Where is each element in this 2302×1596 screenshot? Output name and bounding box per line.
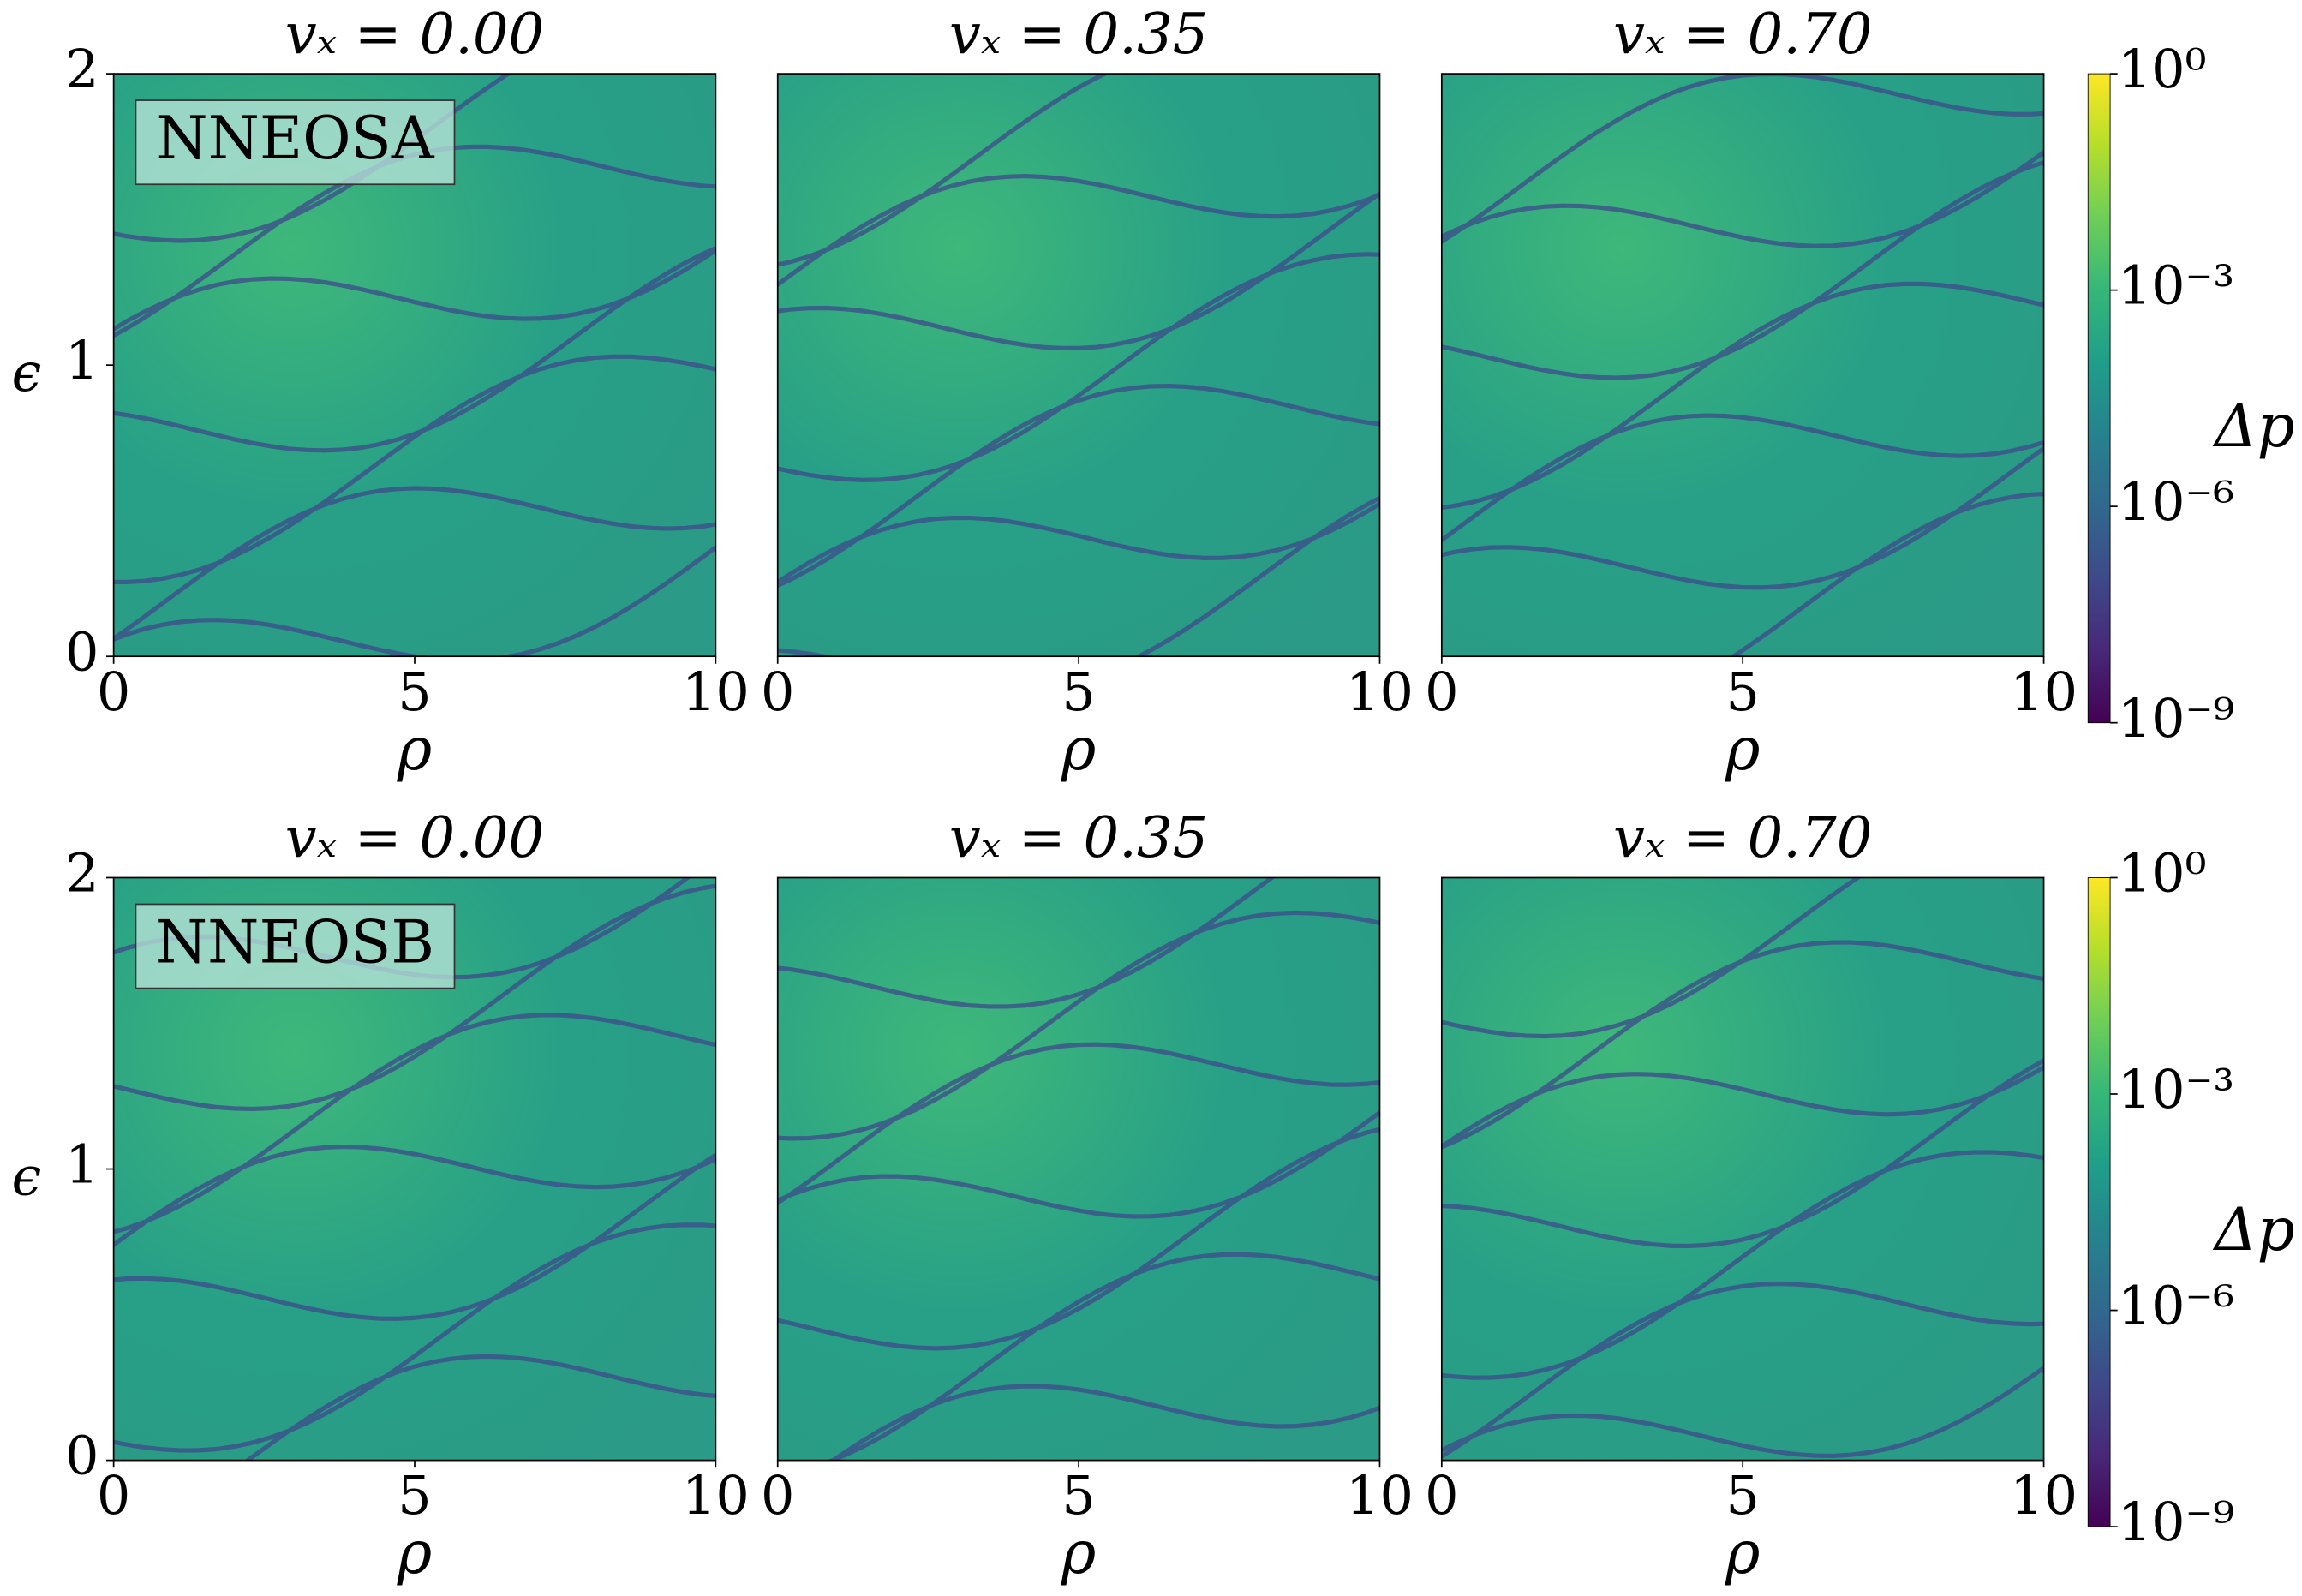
x-axis-label: ρ [397, 1519, 433, 1587]
y-tick-label: 2 [65, 842, 99, 905]
colorbar-tick-label: 10⁰ [2118, 842, 2207, 905]
x-tick-label: 10 [1346, 661, 1414, 723]
minimum-curve [113, 883, 716, 1112]
minimum-curve [1441, 1281, 2044, 1460]
minimum-curve [777, 74, 1110, 267]
x-tick-label: 5 [1725, 661, 1759, 723]
minimum-curve [113, 544, 716, 657]
annotation: NNEOSA [156, 105, 435, 173]
x-tick-label: 0 [97, 1464, 130, 1527]
minimum-curve [113, 248, 716, 332]
minimum-curve [1441, 74, 2044, 245]
panel-title: vₓ = 0.70 [1613, 805, 1872, 870]
minimum-curve [243, 1354, 716, 1461]
minimum-curve [777, 384, 1380, 589]
x-tick-label: 10 [2010, 1464, 2078, 1527]
minimum-curve [828, 1384, 1380, 1461]
minimum-curve [113, 1013, 716, 1234]
x-tick-label: 0 [1425, 1464, 1458, 1527]
x-tick-label: 5 [1061, 1464, 1095, 1527]
y-tick-label: 0 [65, 1425, 99, 1487]
colorbar-tick-label: 10⁻⁹ [2118, 1491, 2234, 1553]
minimum-curve [777, 1127, 1380, 1351]
minimum-curve [1441, 1150, 2044, 1380]
y-tick-label: 0 [65, 620, 99, 683]
minimum-curve [113, 486, 716, 642]
y-tick-label: 1 [65, 1133, 99, 1196]
x-tick-label: 5 [1061, 661, 1095, 723]
panel-title: vₓ = 0.35 [949, 805, 1208, 870]
panel-title: vₓ = 0.70 [1613, 2, 1872, 67]
y-axis-label: ϵ [12, 341, 42, 403]
x-tick-label: 5 [398, 1464, 431, 1527]
x-tick-label: 10 [1346, 1464, 1414, 1527]
x-tick-label: 10 [2010, 661, 2078, 723]
minimum-curve [777, 173, 1380, 288]
minimum-curve [1441, 281, 2044, 511]
panel-title: vₓ = 0.00 [285, 805, 544, 870]
y-axis-label: ϵ [12, 1145, 42, 1207]
x-tick-label: 0 [97, 661, 130, 723]
minimum-curves [777, 877, 1380, 1461]
minimum-curve [113, 1144, 716, 1248]
minimum-curve [113, 354, 716, 585]
heatmap-field [1441, 74, 2044, 657]
minimum-curve [777, 191, 1380, 350]
colorbar-tick-label: 10⁻³ [2118, 1058, 2234, 1121]
colorbar-tick-label: 10⁰ [2118, 38, 2207, 100]
heatmap-field [777, 877, 1380, 1461]
minimum-curve [1729, 491, 2044, 657]
x-axis-label: ρ [1061, 1519, 1097, 1587]
minimum-curve [777, 495, 1380, 657]
colorbar-tick-label: 10⁻³ [2118, 254, 2234, 317]
minimum-curve [777, 1109, 1380, 1219]
colorbar-tick-label: 10⁻⁶ [2118, 470, 2234, 533]
x-tick-label: 10 [682, 1464, 750, 1527]
minimum-curve [1441, 1365, 2044, 1459]
minimum-curve [1441, 445, 2044, 590]
x-tick-label: 5 [1725, 1464, 1759, 1527]
minimum-curve [777, 877, 1276, 1009]
heatmap-field [777, 74, 1380, 657]
minimum-curve [113, 1152, 716, 1321]
annotation-box [135, 99, 456, 186]
minimum-curve [113, 1222, 716, 1453]
panel-title: vₓ = 0.35 [949, 2, 1208, 67]
colorbar [2087, 877, 2111, 1527]
x-tick-label: 10 [682, 661, 750, 723]
colorbar-label: Δp [2212, 392, 2295, 461]
minimum-curve [777, 252, 1380, 482]
x-tick-label: 0 [761, 661, 794, 723]
colorbar-tick-label: 10⁻⁶ [2118, 1275, 2234, 1337]
minimum-curves [777, 74, 1380, 657]
minimum-curve [1441, 940, 2044, 1150]
minimum-curve [1441, 413, 2044, 543]
x-axis-label: ρ [1061, 715, 1097, 784]
x-axis-label: ρ [1725, 1519, 1761, 1587]
x-axis-label: ρ [1725, 715, 1761, 784]
y-tick-label: 2 [65, 38, 99, 100]
annotation: NNEOSB [156, 908, 434, 977]
colorbar-tick-label: 10⁻⁹ [2118, 687, 2234, 750]
panel-title: vₓ = 0.00 [285, 2, 544, 67]
x-tick-label: 5 [398, 661, 431, 723]
minimum-curves [1441, 877, 2044, 1460]
minimum-curve [777, 910, 1380, 1141]
minimum-curve [1441, 159, 2044, 380]
colorbar-label: Δp [2212, 1196, 2295, 1264]
y-tick-label: 1 [65, 329, 99, 392]
x-tick-label: 0 [761, 1464, 794, 1527]
minimum-curve [1441, 149, 2044, 248]
x-axis-label: ρ [397, 715, 433, 784]
colorbar [2087, 73, 2111, 724]
heatmap-field [1441, 877, 2044, 1461]
x-tick-label: 0 [1425, 661, 1458, 723]
minimum-curve [1441, 1057, 2044, 1248]
minimum-curves [1441, 74, 2044, 657]
annotation-box [135, 903, 456, 989]
minimum-curve [777, 1042, 1380, 1206]
